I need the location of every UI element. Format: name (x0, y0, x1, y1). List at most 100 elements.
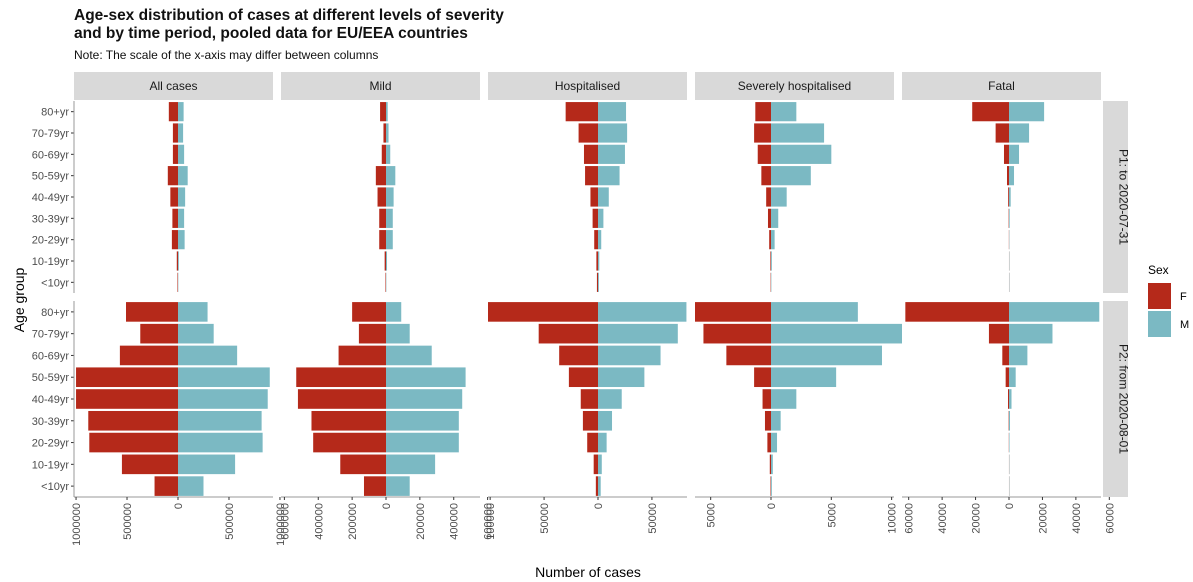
y-tick-label: 30-39yr (32, 213, 70, 225)
bar-male (1009, 389, 1012, 409)
bar-female (755, 102, 771, 122)
bar-male (1009, 367, 1016, 388)
y-tick-label: 50-59yr (32, 372, 70, 384)
bar-female (380, 102, 386, 122)
bar-male (386, 410, 459, 431)
bar-male (771, 345, 882, 366)
x-tick-label: 5000 (826, 503, 838, 527)
bar-male (386, 432, 459, 453)
bar-female (88, 410, 178, 431)
strips-layer: All cases Mild Hospitalised Severely hospit… (74, 72, 1131, 497)
column-strip-severely-hospitalised (695, 72, 894, 100)
bar-male (386, 367, 466, 388)
bar-male (598, 302, 687, 322)
bar-male (598, 166, 620, 186)
bar-female (592, 208, 598, 228)
x-tick-label: 20000 (1037, 503, 1049, 534)
bar-male (598, 272, 599, 292)
bar-male (598, 476, 601, 496)
y-tick-label: 20-29yr (32, 438, 70, 450)
chart-note: Note: The scale of the x-axis may differ… (74, 48, 379, 62)
x-tick-label: 0 (1004, 503, 1016, 509)
bar-female (340, 454, 386, 475)
x-tick-label: 1000000 (275, 503, 287, 546)
bar-female (176, 251, 178, 271)
bar-female (595, 476, 598, 496)
bar-male (598, 144, 625, 164)
bar-male (178, 123, 184, 143)
bar-male (386, 123, 389, 143)
panel-fatal-row2 (902, 301, 1101, 497)
bar-female (352, 302, 386, 322)
bar-female (1005, 367, 1009, 388)
bar-male (1009, 102, 1045, 122)
bar-male (178, 187, 186, 207)
bar-female (375, 166, 386, 186)
bar-male (386, 476, 410, 496)
column-strip-all-cases (74, 72, 273, 100)
bar-male (178, 144, 185, 164)
bar-male (598, 123, 628, 143)
bar-female (762, 389, 771, 409)
bar-male (178, 345, 238, 366)
bar-male (598, 208, 604, 228)
x-tick-label: 20000 (971, 503, 983, 534)
x-tick-label: 400000 (313, 503, 325, 540)
chart-title-line1: Age-sex distribution of cases at differe… (74, 7, 504, 24)
bar-female (761, 166, 771, 186)
bar-male (1009, 302, 1100, 322)
bar-male (598, 102, 627, 122)
x-tick-label: 100000 (485, 503, 497, 540)
bar-male (386, 345, 432, 366)
bar-female (1006, 166, 1009, 186)
legend-label: F (1180, 291, 1187, 303)
y-tick-label: 10-19yr (32, 256, 70, 268)
row-strip-1 (1103, 101, 1128, 293)
bar-male (178, 208, 185, 228)
bar-male (386, 102, 388, 122)
bar-male (598, 410, 613, 431)
y-tick-label: 10-19yr (32, 459, 70, 471)
bar-male (386, 251, 388, 271)
bar-female (726, 345, 771, 366)
bar-female (126, 302, 178, 322)
bar-male (178, 432, 263, 453)
column-strip-hospitalised (488, 72, 687, 100)
bar-male (771, 410, 781, 431)
bar-male (598, 389, 622, 409)
axes-layer: <10yr 10-19yr 20-29yr 30-39yr 40-49yr 50-59yr… (32, 101, 1116, 546)
y-tick-label: 40-49yr (32, 192, 70, 204)
legend-swatch-f (1148, 283, 1171, 309)
bar-female (770, 251, 771, 271)
bar-female (995, 123, 1009, 143)
bar-female (767, 432, 771, 453)
bar-female (1002, 345, 1009, 366)
bar-female (1003, 144, 1009, 164)
bar-female (363, 476, 386, 496)
x-tick-label: 0 (381, 503, 393, 509)
bar-male (386, 323, 410, 344)
x-tick-label: 60000 (1104, 503, 1116, 534)
bar-male (771, 454, 773, 475)
bar-male (178, 251, 179, 271)
bar-female (172, 144, 178, 164)
x-tick-label: 0 (173, 503, 185, 509)
bar-male (771, 102, 797, 122)
column-strip-mild (281, 72, 480, 100)
bar-male (1009, 187, 1011, 207)
bar-female (488, 302, 598, 322)
bar-male (178, 454, 236, 475)
bar-female (119, 345, 178, 366)
bar-female (383, 123, 386, 143)
panel-hospitalised-row2 (488, 301, 687, 497)
bar-female (140, 323, 178, 344)
x-tick-label: 60000 (904, 503, 916, 534)
bar-female (379, 208, 386, 228)
bar-male (386, 166, 396, 186)
x-tick-label: 50000 (539, 503, 551, 534)
bar-male (771, 187, 787, 207)
bar-male (598, 345, 661, 366)
row-strip-label: P2: from 2020-08-01 (1117, 344, 1131, 454)
bar-female (764, 410, 771, 431)
